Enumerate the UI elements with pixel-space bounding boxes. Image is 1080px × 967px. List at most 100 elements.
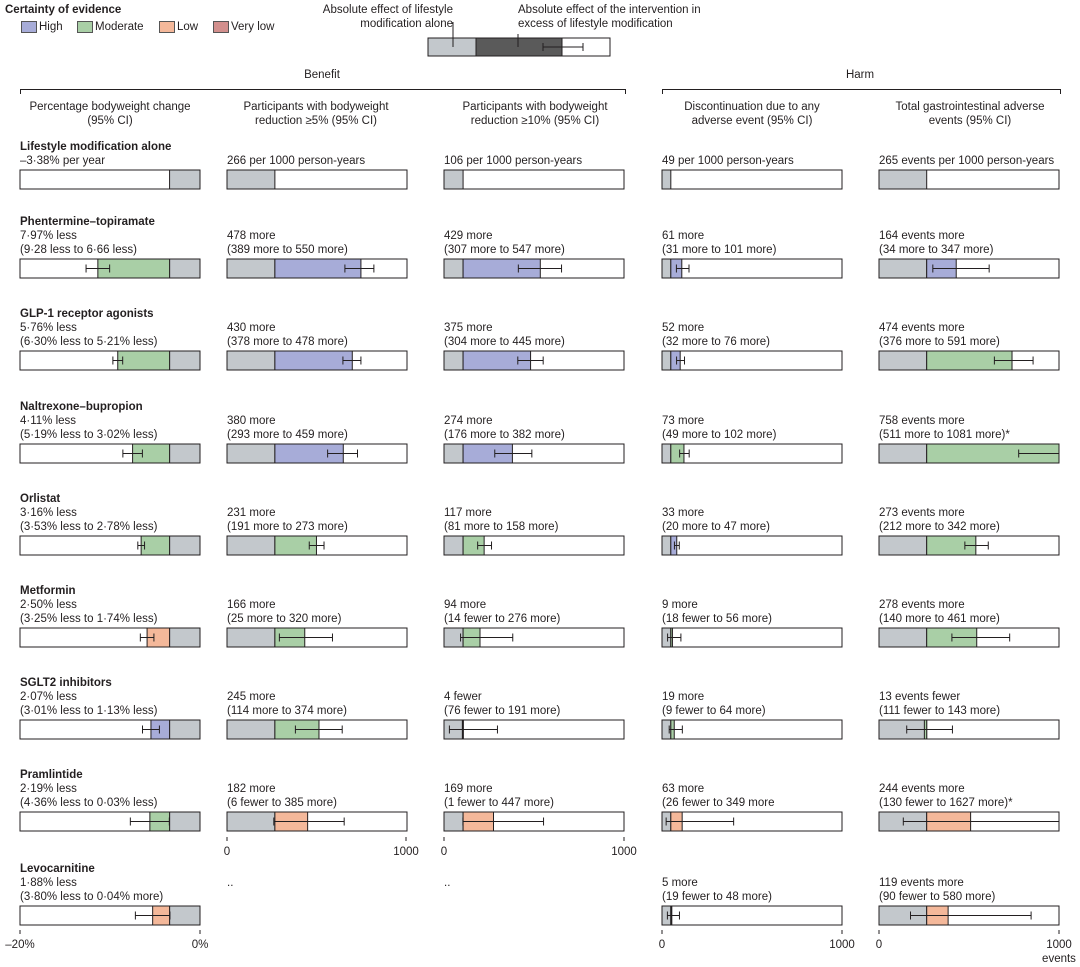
legend-label-low: Low (177, 21, 199, 33)
cell-text-glp-1-receptor-agonists-col1-line1: 5·76% less (20, 322, 77, 334)
cell-text-glp-1-receptor-agonists-col3-line2: (304 more to 445 more) (444, 336, 565, 348)
axis-col4-min: 0 (658, 939, 666, 951)
cell-text-orlistat-col1-line2: (3·53% less to 2·78% less) (20, 521, 158, 533)
key-excess-label: Absolute effect of the intervention in e… (518, 4, 701, 30)
axis-col5-min: 0 (875, 939, 883, 951)
bar-baseline-glp-1-receptor-agonists-col4 (661, 350, 672, 371)
bar-baseline-naltrexone-bupropion-col2 (226, 443, 276, 464)
cell-text-pramlintide-col1-line1: 2·19% less (20, 783, 77, 795)
axis-col3-min: 0 (440, 846, 448, 858)
cell-text-naltrexone-bupropion-col3-line2: (176 more to 382 more) (444, 429, 565, 441)
bar-baseline-phentermine-topiramate-col1 (169, 258, 201, 279)
bar-baseline-metformin-col1 (169, 627, 201, 648)
cell-text-lifestyle-modification-alone-col3-line1: 106 per 1000 person-years (444, 155, 583, 167)
cell-text-phentermine-topiramate-col1-line2: (9·28 less to 6·66 less) (20, 244, 137, 256)
cell-text-orlistat-col5-line1: 273 events more (879, 507, 965, 519)
row-name-sglt2-inhibitors: SGLT2 inhibitors (20, 677, 112, 689)
bar-baseline-phentermine-topiramate-col5 (878, 258, 928, 279)
legend-swatch-high (21, 21, 37, 33)
cell-text-pramlintide-col2-line1: 182 more (227, 783, 276, 795)
cell-text-metformin-col5-line2: (140 more to 461 more) (879, 613, 1000, 625)
bar-baseline-phentermine-topiramate-col4 (661, 258, 672, 279)
legend-title: Certainty of evidence (5, 4, 122, 16)
cell-text-orlistat-col2-line1: 231 more (227, 507, 276, 519)
cell-text-naltrexone-bupropion-col1-line2: (5·19% less to 3·02% less) (20, 429, 158, 441)
cell-text-pramlintide-col4-line2: (26 fewer to 349 more (662, 797, 775, 809)
bar-excess-glp-1-receptor-agonists-col2 (274, 350, 353, 371)
benefit-bracket (20, 89, 625, 90)
bar-baseline-orlistat-col5 (878, 535, 928, 556)
cell-text-glp-1-receptor-agonists-col2-line1: 430 more (227, 322, 276, 334)
cell-text-lifestyle-modification-alone-col5-line1: 265 events per 1000 person-years (879, 155, 1055, 167)
group-harm: Harm (845, 69, 875, 81)
column-header-discontinuation: Discontinuation due to any adverse event… (684, 101, 820, 127)
cell-text-levocarnitine-col4-line2: (19 fewer to 48 more) (662, 891, 772, 903)
cell-text-naltrexone-bupropion-col4-line2: (49 more to 102 more) (662, 429, 777, 441)
cell-text-sglt2-inhibitors-col1-line1: 2·07% less (20, 691, 77, 703)
axis-col1-min: –20% (5, 939, 35, 951)
key-alone-bar (427, 37, 477, 57)
bar-baseline-naltrexone-bupropion-col1 (169, 443, 201, 464)
column-header-gi-events: Total gastrointestinal adverse events (9… (895, 101, 1045, 127)
bar-baseline-glp-1-receptor-agonists-col3 (443, 350, 464, 371)
bar-baseline-sglt2-inhibitors-col1 (169, 719, 201, 740)
bar-excess-orlistat-col1 (140, 535, 171, 556)
cell-text-levocarnitine-col1-line2: (3·80% less to 0·04% more) (20, 891, 164, 903)
bar-baseline-sglt2-inhibitors-col2 (226, 719, 276, 740)
cell-text-glp-1-receptor-agonists-col4-line2: (32 more to 76 more) (662, 336, 771, 348)
row-name-phentermine-topiramate: Phentermine–topiramate (20, 216, 155, 228)
cell-text-sglt2-inhibitors-col2-line1: 245 more (227, 691, 276, 703)
row-name-lifestyle-modification-alone: Lifestyle modification alone (20, 141, 172, 153)
cell-text-pramlintide-col5-line1: 244 events more (879, 783, 965, 795)
cell-text-metformin-col4-line1: 9 more (662, 599, 698, 611)
cell-text-phentermine-topiramate-col3-line1: 429 more (444, 230, 493, 242)
cell-text-pramlintide-col3-line1: 169 more (444, 783, 493, 795)
cell-text-naltrexone-bupropion-col1-line1: 4·11% less (20, 415, 77, 427)
bar-baseline-lifestyle-modification-alone-col2 (226, 169, 276, 190)
bar-baseline-levocarnitine-col1 (169, 905, 201, 926)
cell-text-levocarnitine-col5-line1: 119 events more (879, 877, 964, 889)
cell-text-orlistat-col5-line2: (212 more to 342 more) (879, 521, 1000, 533)
row-name-glp-1-receptor-agonists: GLP-1 receptor agonists (20, 308, 154, 320)
cell-text-sglt2-inhibitors-col4-line2: (9 fewer to 64 more) (662, 705, 766, 717)
key-alone-label: Absolute effect of lifestyle modificatio… (322, 4, 453, 30)
cell-text-metformin-col5-line1: 278 events more (879, 599, 965, 611)
cell-text-sglt2-inhibitors-col3-line1: 4 fewer (444, 691, 482, 703)
cell-text-glp-1-receptor-agonists-col2-line2: (378 more to 478 more) (227, 336, 348, 348)
bar-box-orlistat-col4 (661, 535, 843, 556)
legend-label-high: High (39, 21, 63, 33)
bar-baseline-metformin-col5 (878, 627, 928, 648)
cell-text-orlistat-col1-line1: 3·16% less (20, 507, 77, 519)
cell-text-pramlintide-col1-line2: (4·36% less to 0·03% less) (20, 797, 158, 809)
axis-col1-max: 0% (191, 939, 209, 951)
cell-text-metformin-col3-line1: 94 more (444, 599, 487, 611)
column-header-reduction-5: Participants with bodyweight reduction ≥… (243, 101, 389, 127)
bar-baseline-naltrexone-bupropion-col3 (443, 443, 464, 464)
axis-col5-unit: events (1042, 953, 1076, 965)
cell-text-phentermine-topiramate-col5-line1: 164 events more (879, 230, 965, 242)
row-name-pramlintide: Pramlintide (20, 769, 83, 781)
cell-text-glp-1-receptor-agonists-col5-line2: (376 more to 591 more) (879, 336, 1000, 348)
benefit-bracket-left (20, 89, 21, 94)
cell-text-sglt2-inhibitors-col5-line2: (111 fewer to 143 more) (879, 705, 1001, 717)
legend-swatch-moderate (77, 21, 93, 33)
axis-col5-max: 1000 (1046, 939, 1072, 951)
bar-excess-glp-1-receptor-agonists-col1 (117, 350, 171, 371)
axis-col3-max: 1000 (611, 846, 637, 858)
cell-text-glp-1-receptor-agonists-col1-line2: (6·30% less to 5·21% less) (20, 336, 158, 348)
cell-text-metformin-col2-line2: (25 more to 320 more) (227, 613, 342, 625)
cell-text-naltrexone-bupropion-col5-line1: 758 events more (879, 415, 965, 427)
cell-text-phentermine-topiramate-col2-line1: 478 more (227, 230, 276, 242)
cell-text-pramlintide-col5-line2: (130 fewer to 1627 more)* (879, 797, 1013, 809)
cell-text-sglt2-inhibitors-col5-line1: 13 events fewer (879, 691, 961, 703)
cell-text-naltrexone-bupropion-col2-line1: 380 more (227, 415, 276, 427)
bar-baseline-orlistat-col1 (169, 535, 201, 556)
harm-bracket-left (662, 89, 663, 94)
cell-text-glp-1-receptor-agonists-col3-line1: 375 more (444, 322, 493, 334)
bar-baseline-pramlintide-col3 (443, 811, 464, 832)
cell-text-phentermine-topiramate-col4-line2: (31 more to 101 more) (662, 244, 777, 256)
harm-bracket (662, 89, 1060, 90)
cell-text-metformin-col3-line2: (14 fewer to 276 more) (444, 613, 561, 625)
cell-text-orlistat-col3-line2: (81 more to 158 more) (444, 521, 559, 533)
